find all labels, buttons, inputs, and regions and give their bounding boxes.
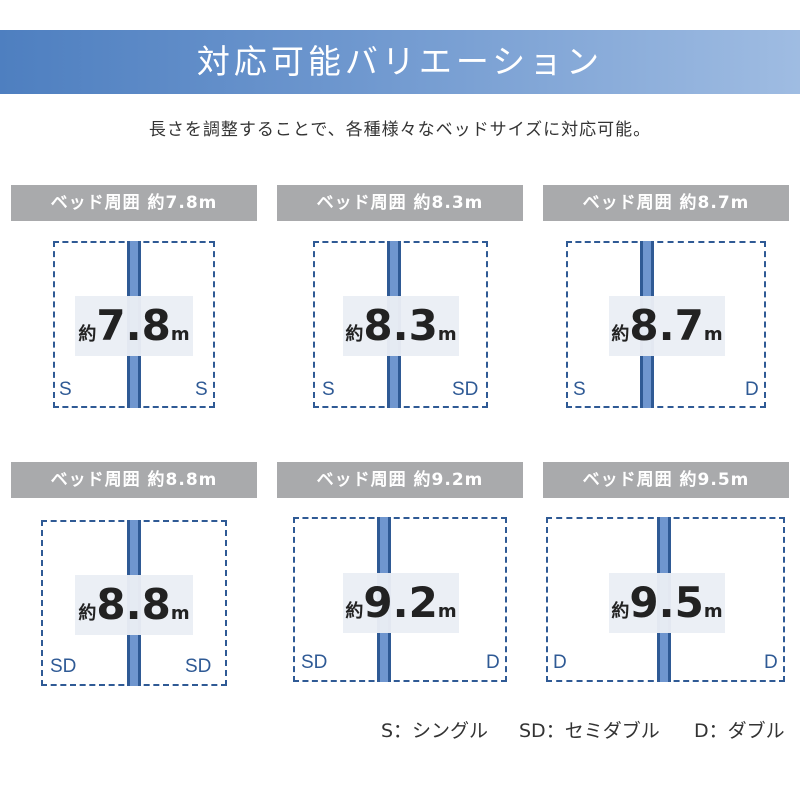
label-unit: m bbox=[703, 601, 723, 622]
right-bed-size: D bbox=[745, 379, 759, 400]
left-bed-size: S bbox=[573, 379, 586, 400]
label-prefix: 約 bbox=[345, 324, 364, 345]
label-unit: m bbox=[437, 324, 457, 345]
left-bed-size: SD bbox=[301, 652, 328, 673]
page-subtitle: 長さを調整することで、各種様々なベッドサイズに対応可能。 bbox=[148, 120, 652, 140]
perimeter-label: 約8.3m bbox=[343, 296, 459, 356]
card-header-6: ベッド周囲 約9.5m bbox=[543, 462, 789, 498]
page-title: 対応可能バリエーション bbox=[196, 42, 604, 81]
card-header-2: ベッド周囲 約8.3m bbox=[277, 185, 523, 221]
left-bed-size: D bbox=[553, 652, 567, 673]
right-bed-size: SD bbox=[185, 656, 212, 677]
label-value: 8.8 bbox=[96, 580, 171, 629]
card-header-1: ベッド周囲 約7.8m bbox=[11, 185, 257, 221]
label-unit: m bbox=[170, 324, 190, 345]
legend-double: D：ダブル bbox=[694, 720, 785, 742]
right-bed-size: S bbox=[195, 379, 208, 400]
label-prefix: 約 bbox=[345, 601, 364, 622]
title-banner: 対応可能バリエーション bbox=[0, 30, 800, 94]
mattress-left bbox=[546, 517, 664, 682]
label-value: 9.5 bbox=[629, 578, 704, 627]
left-bed-size: S bbox=[322, 379, 335, 400]
card-header-5: ベッド周囲 約9.2m bbox=[277, 462, 523, 498]
perimeter-label: 約9.5m bbox=[609, 573, 725, 633]
label-prefix: 約 bbox=[78, 603, 97, 624]
legend-semi-double: SD：セミダブル bbox=[519, 720, 660, 742]
label-value: 7.8 bbox=[96, 301, 171, 350]
perimeter-label: 約8.8m bbox=[75, 575, 193, 635]
label-prefix: 約 bbox=[611, 601, 630, 622]
perimeter-label: 約8.7m bbox=[609, 296, 725, 356]
label-unit: m bbox=[703, 324, 723, 345]
label-prefix: 約 bbox=[78, 324, 97, 345]
right-bed-size: D bbox=[764, 652, 778, 673]
label-prefix: 約 bbox=[611, 324, 630, 345]
label-unit: m bbox=[170, 603, 190, 624]
card-header-3: ベッド周囲 約8.7m bbox=[543, 185, 789, 221]
right-bed-size: SD bbox=[452, 379, 479, 400]
label-value: 9.2 bbox=[363, 578, 438, 627]
perimeter-label: 約7.8m bbox=[75, 296, 193, 356]
label-value: 8.7 bbox=[629, 301, 704, 350]
left-bed-size: SD bbox=[50, 656, 77, 677]
label-unit: m bbox=[437, 601, 457, 622]
perimeter-label: 約9.2m bbox=[343, 573, 459, 633]
card-header-4: ベッド周囲 約8.8m bbox=[11, 462, 257, 498]
legend-single: S：シングル bbox=[381, 720, 489, 742]
left-bed-size: S bbox=[59, 379, 72, 400]
label-value: 8.3 bbox=[363, 301, 438, 350]
right-bed-size: D bbox=[486, 652, 500, 673]
